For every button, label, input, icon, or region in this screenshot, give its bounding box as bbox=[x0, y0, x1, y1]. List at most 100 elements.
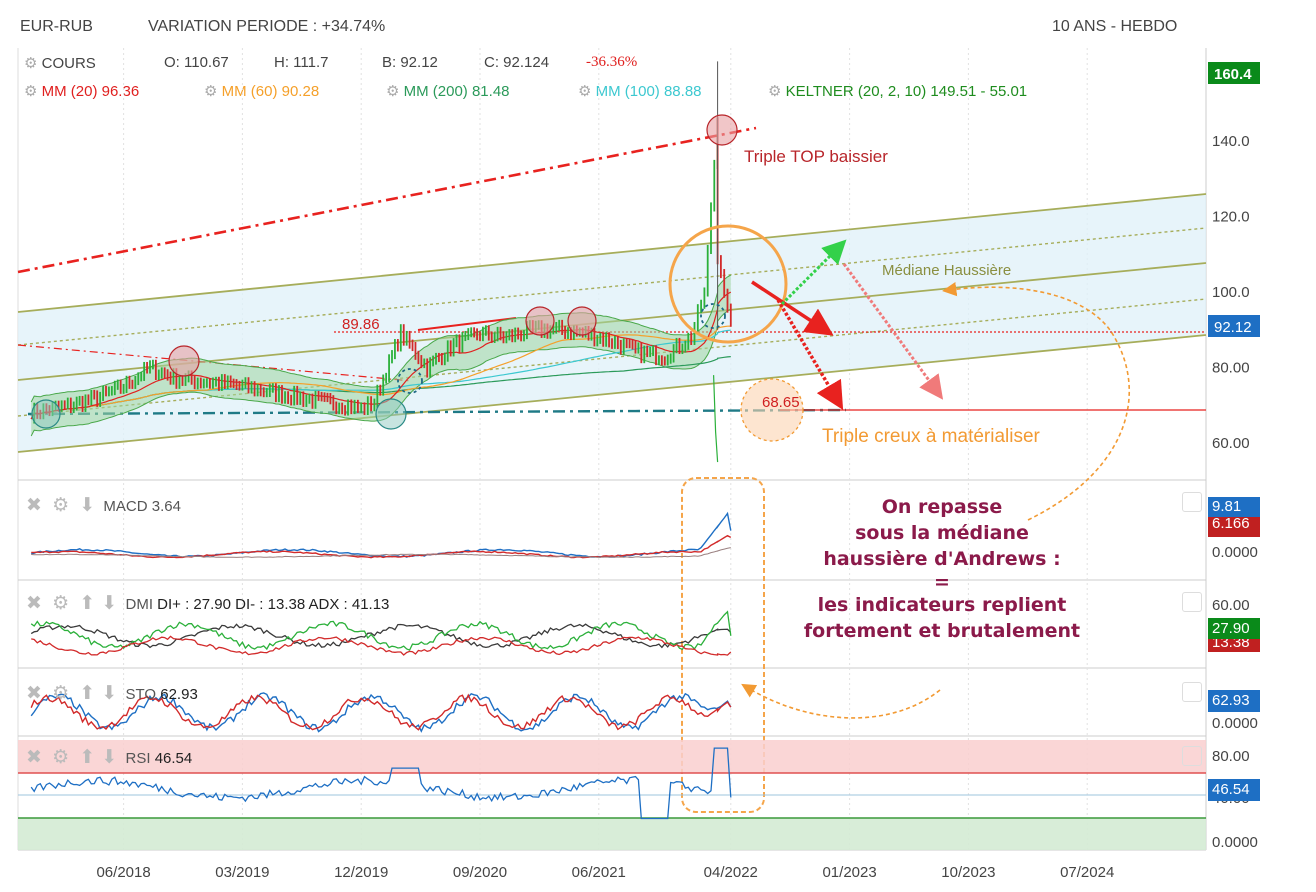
vertical-grid bbox=[123, 48, 1088, 850]
sto-toggle-checkbox[interactable] bbox=[1182, 682, 1202, 702]
close-icon[interactable]: ✖ bbox=[26, 747, 42, 768]
rsi-overbought-zone bbox=[18, 740, 1206, 773]
arrow-down-icon[interactable]: ⬇ bbox=[101, 747, 118, 768]
price-tick-label: 140.0 bbox=[1212, 133, 1250, 150]
mm100-legend[interactable]: ⚙ MM (100) 88.88 bbox=[578, 82, 702, 100]
dmi-value: DI+ : 27.90 DI- : 13.38 ADX : 41.13 bbox=[157, 596, 390, 613]
keltner-lower-spike bbox=[713, 375, 719, 463]
level-8986-label: 89.86 bbox=[342, 316, 380, 333]
rsi-value: 46.54 bbox=[154, 750, 193, 767]
time-tick-label: 09/2020 bbox=[453, 864, 507, 881]
close-icon[interactable]: ✖ bbox=[26, 683, 42, 704]
level-6865-label: 68.65 bbox=[762, 394, 800, 411]
dmi-badge-diminus: 13.38 bbox=[1208, 639, 1260, 652]
macd-badge-2: 6.166 bbox=[1208, 517, 1260, 537]
dmi-label: DMI bbox=[125, 596, 154, 613]
open-value: O: 110.67 bbox=[164, 54, 229, 71]
gear-icon[interactable]: ⚙ bbox=[578, 83, 592, 100]
keltner-legend[interactable]: ⚙ KELTNER (20, 2, 10) 149.51 - 55.01 bbox=[768, 82, 1027, 100]
gear-icon[interactable]: ⚙ bbox=[24, 83, 38, 100]
arrow-up-icon[interactable]: ⬆ bbox=[79, 747, 96, 768]
mm200-legend[interactable]: ⚙ MM (200) 81.48 bbox=[386, 82, 510, 100]
sto-k-line bbox=[30, 692, 732, 733]
channel-bottom-line bbox=[17, 334, 1207, 453]
triple-top-label: Triple TOP baissier bbox=[744, 147, 888, 166]
price-tick-label: 60.00 bbox=[1212, 435, 1250, 452]
time-tick-label: 12/2019 bbox=[334, 864, 388, 881]
dmi-legend[interactable]: ✖ ⚙ ⬆ ⬇ DMI DI+ : 27.90 DI- : 13.38 ADX … bbox=[26, 592, 389, 615]
diplus-line bbox=[30, 610, 732, 651]
commentary-line: haussière d'Andrews : bbox=[823, 548, 1061, 570]
rsi-axis-zero: 0.0000 bbox=[1212, 836, 1258, 848]
macd-toggle-checkbox[interactable] bbox=[1182, 492, 1202, 512]
sto-label: STO bbox=[125, 686, 157, 703]
macd-graph bbox=[31, 511, 732, 559]
commentary-block: On repasse sous la médiane haussière d'A… bbox=[792, 494, 1092, 644]
mm20-legend[interactable]: ⚙ MM (20) 96.36 bbox=[24, 82, 139, 100]
gear-icon[interactable]: ⚙ bbox=[386, 83, 400, 100]
mm20-label: MM (20) 96.36 bbox=[41, 83, 140, 100]
sto-graph bbox=[30, 692, 732, 733]
cours-label: COURS bbox=[41, 55, 96, 72]
variation: VARIATION PERIODE : +34.74% bbox=[148, 18, 386, 35]
gear-icon[interactable]: ⚙ bbox=[52, 747, 70, 768]
gear-icon[interactable]: ⚙ bbox=[52, 593, 70, 614]
direction-arrows bbox=[741, 239, 1130, 719]
time-tick-label: 01/2023 bbox=[822, 864, 876, 881]
rsi-graph bbox=[30, 747, 732, 820]
arrow-up-icon[interactable]: ⬆ bbox=[79, 593, 96, 614]
red-trendline bbox=[17, 126, 757, 274]
red-thin-trendline bbox=[17, 344, 413, 382]
macd-value: 3.64 bbox=[151, 498, 181, 515]
macd-badge-1: 9.81 bbox=[1208, 497, 1260, 517]
price-tick-label: 120.0 bbox=[1212, 208, 1250, 225]
commentary-line: sous la médiane bbox=[855, 522, 1029, 544]
sto-legend[interactable]: ✖ ⚙ ⬆ ⬇ STO 62.93 bbox=[26, 682, 198, 705]
close-icon[interactable]: ✖ bbox=[26, 495, 42, 516]
dmi-toggle-checkbox[interactable] bbox=[1182, 592, 1202, 612]
channel-mid-upper-dotted bbox=[17, 227, 1207, 346]
arrow-up-icon[interactable]: ⬆ bbox=[79, 683, 96, 704]
time-tick-label: 06/2021 bbox=[572, 864, 626, 881]
mm200-label: MM (200) 81.48 bbox=[403, 83, 510, 100]
arrow-down-icon[interactable]: ⬇ bbox=[101, 683, 118, 704]
rsi-legend[interactable]: ✖ ⚙ ⬆ ⬇ RSI 46.54 bbox=[26, 746, 192, 769]
macd-histogram bbox=[31, 547, 731, 558]
rsi-toggle-checkbox[interactable] bbox=[1182, 746, 1202, 766]
keltner-band bbox=[31, 275, 731, 436]
markers bbox=[31, 114, 804, 442]
close-icon[interactable]: ✖ bbox=[26, 593, 42, 614]
cours-legend[interactable]: ⚙ COURS bbox=[24, 54, 96, 72]
rsi-label: RSI bbox=[125, 750, 151, 767]
sto-axis-zero: 0.0000 bbox=[1212, 715, 1258, 732]
rsi-oversold-zone bbox=[18, 818, 1206, 850]
mm60-legend[interactable]: ⚙ MM (60) 90.28 bbox=[204, 82, 319, 100]
time-tick-label: 07/2024 bbox=[1060, 864, 1114, 881]
gear-icon[interactable]: ⚙ bbox=[52, 683, 70, 704]
red-top-segment bbox=[417, 317, 517, 331]
gear-icon[interactable]: ⚙ bbox=[768, 83, 782, 100]
time-tick-label: 04/2022 bbox=[704, 864, 758, 881]
macd-legend[interactable]: ✖ ⚙ ⬇ MACD 3.64 bbox=[26, 494, 181, 517]
rsi-line bbox=[30, 747, 732, 820]
dmi-axis-60: 60.00 bbox=[1212, 597, 1250, 614]
commentary-line: les indicateurs replient bbox=[817, 594, 1067, 616]
macd-line bbox=[31, 511, 732, 558]
price-badge-last: 92.12 bbox=[1208, 315, 1260, 337]
arrow-down-icon[interactable]: ⬇ bbox=[101, 593, 118, 614]
gear-icon[interactable]: ⚙ bbox=[52, 495, 70, 516]
period: 10 ANS - HEBDO bbox=[1052, 18, 1178, 35]
close-value: C: 92.124 bbox=[484, 54, 550, 71]
dmi-badge-diplus: 27.90 bbox=[1208, 618, 1260, 639]
channel-top-line bbox=[17, 193, 1207, 313]
high-value: H: 111.7 bbox=[274, 54, 329, 71]
time-tick-label: 10/2023 bbox=[941, 864, 995, 881]
gear-icon[interactable]: ⚙ bbox=[204, 83, 218, 100]
time-tick-label: 06/2018 bbox=[96, 864, 150, 881]
gear-icon[interactable]: ⚙ bbox=[24, 55, 38, 72]
commentary-line: = bbox=[934, 571, 950, 593]
commentary-line: fortement et brutalement bbox=[803, 620, 1081, 642]
arrow-down-icon[interactable]: ⬇ bbox=[79, 495, 96, 516]
commentary-line: On repasse bbox=[881, 496, 1003, 518]
